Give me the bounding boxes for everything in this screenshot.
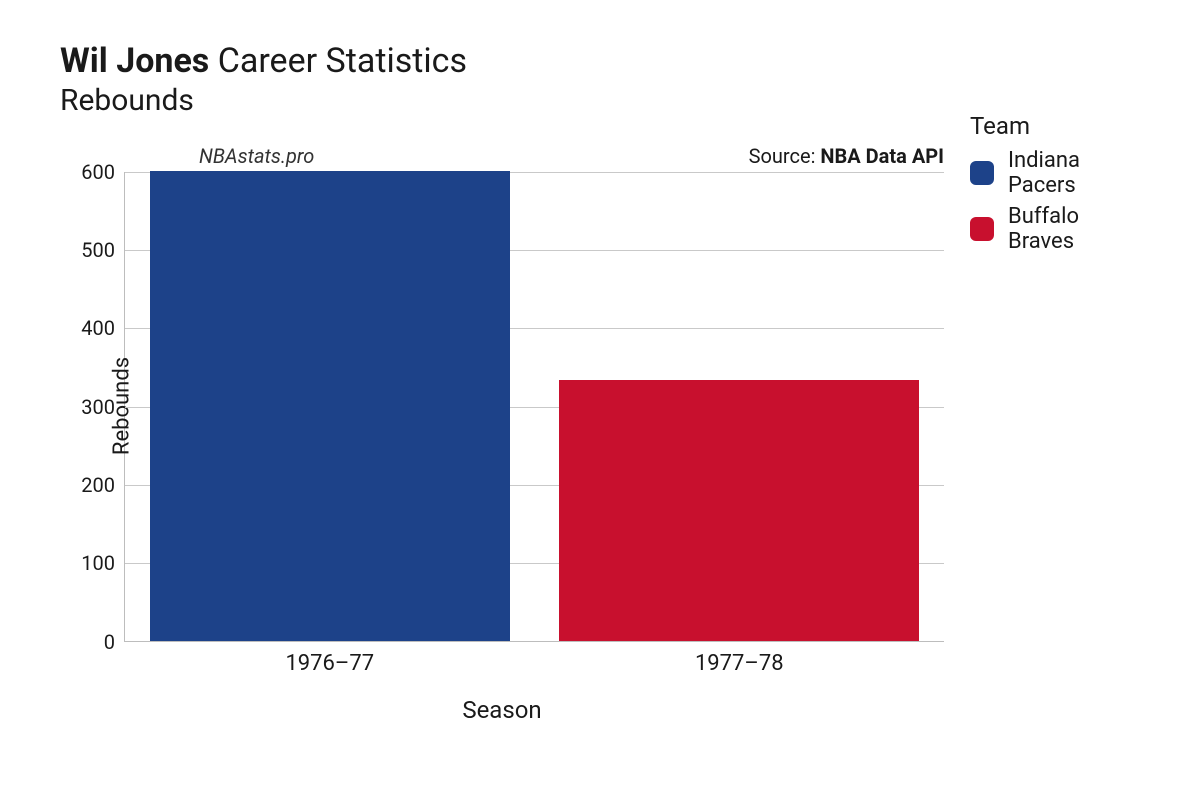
x-tick-label: 1977–78 — [695, 651, 784, 676]
legend: Team Indiana Pacers Buffalo Braves — [970, 112, 1140, 260]
title-suffix: Career Statistics — [218, 41, 467, 81]
y-tick-label: 300 — [81, 395, 115, 419]
page: Wil Jones Career Statistics Rebounds NBA… — [0, 0, 1200, 800]
bars-container: 1976–771977–78 — [125, 172, 944, 641]
source-prefix: Source: — [749, 144, 821, 168]
chart-title: Wil Jones Career Statistics — [60, 40, 1140, 83]
legend-item: Buffalo Braves — [970, 204, 1140, 254]
y-tick-label: 500 — [81, 238, 115, 262]
legend-swatch-icon — [970, 161, 994, 185]
y-tick-label: 0 — [104, 630, 115, 654]
legend-items: Indiana Pacers Buffalo Braves — [970, 148, 1140, 254]
legend-swatch-icon — [970, 217, 994, 241]
annotation-row: NBAstats.pro Source: NBA Data API — [125, 144, 944, 172]
y-tick-label: 200 — [81, 473, 115, 497]
bar-slot: 1976–77 — [125, 172, 535, 641]
source-name: NBA Data API — [820, 144, 944, 168]
title-player-name: Wil Jones — [60, 41, 209, 81]
x-tick-label: 1976–77 — [285, 651, 374, 676]
y-tick-label: 100 — [81, 551, 115, 575]
bar-slot: 1977–78 — [535, 172, 945, 641]
y-tick-label: 600 — [81, 160, 115, 184]
bar — [559, 380, 919, 640]
title-block: Wil Jones Career Statistics Rebounds — [60, 40, 1140, 118]
legend-label: Buffalo Braves — [1008, 204, 1140, 254]
legend-label: Indiana Pacers — [1008, 148, 1140, 198]
plot-area: NBAstats.pro Source: NBA Data API Reboun… — [124, 172, 944, 642]
bar — [150, 171, 510, 641]
watermark-text: NBAstats.pro — [199, 144, 314, 168]
legend-item: Indiana Pacers — [970, 148, 1140, 198]
chart-wrap: NBAstats.pro Source: NBA Data API Reboun… — [60, 142, 1140, 724]
chart-column: NBAstats.pro Source: NBA Data API Reboun… — [60, 142, 944, 724]
y-tick-label: 400 — [81, 316, 115, 340]
legend-title: Team — [970, 112, 1140, 140]
source-attribution: Source: NBA Data API — [749, 144, 944, 168]
x-axis-label: Season — [60, 696, 944, 724]
